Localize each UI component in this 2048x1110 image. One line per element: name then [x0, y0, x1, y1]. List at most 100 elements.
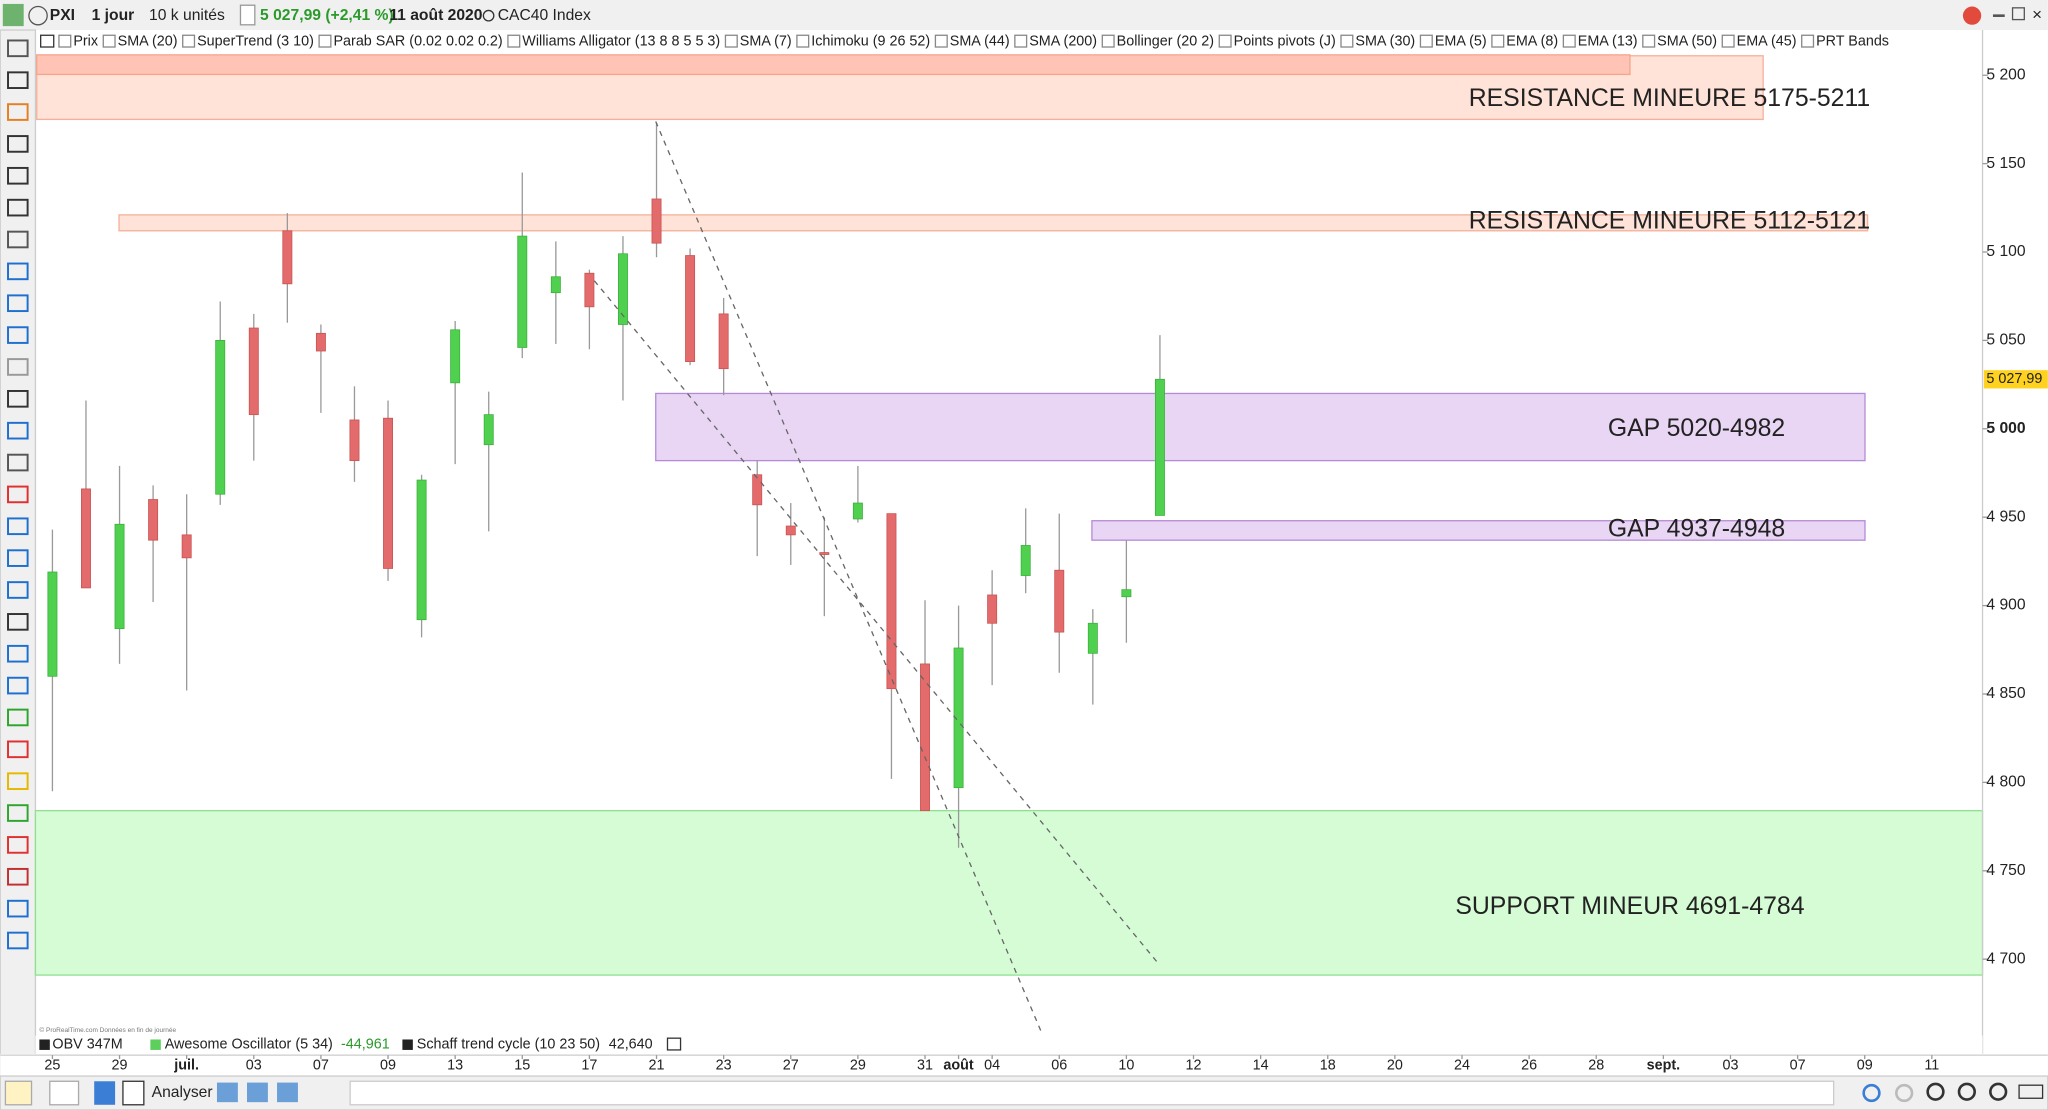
tool-icon[interactable]: [7, 644, 29, 663]
share-button[interactable]: [94, 1081, 116, 1105]
candle-body: [920, 663, 930, 812]
indicator-checkbox[interactable]: [1340, 34, 1354, 48]
indicator-label[interactable]: Prix: [73, 34, 99, 50]
tool-icon[interactable]: [7, 676, 29, 695]
symbol[interactable]: PXI: [50, 7, 75, 24]
indicator-label[interactable]: EMA (8): [1506, 34, 1558, 50]
tool-icon[interactable]: [7, 71, 29, 89]
tool-icon[interactable]: [7, 390, 29, 408]
indicator-label[interactable]: PRT Bands: [1816, 34, 1889, 50]
indicator-checkbox[interactable]: [182, 34, 196, 48]
tool-icon[interactable]: [7, 899, 29, 918]
indicator-label[interactable]: SuperTrend (3 10): [197, 34, 314, 50]
link-icon[interactable]: [28, 5, 48, 26]
panel-icon[interactable]: [666, 1037, 682, 1051]
tool-icon[interactable]: [7, 517, 29, 536]
units[interactable]: 10 k unités: [149, 7, 225, 24]
indicator-checkbox[interactable]: [318, 34, 332, 48]
tool-icon[interactable]: [7, 485, 29, 504]
indicator-label[interactable]: SMA (7): [740, 34, 792, 50]
indicator-button[interactable]: [49, 1080, 80, 1106]
tool-icon[interactable]: [7, 166, 29, 185]
indicator-checkbox[interactable]: [102, 34, 116, 48]
indicator-checkbox[interactable]: [1801, 34, 1815, 48]
tool-button[interactable]: [247, 1082, 268, 1103]
indicator-label[interactable]: Bollinger (20 2): [1117, 34, 1214, 50]
tool-icon[interactable]: [7, 294, 29, 313]
indicator-checkbox[interactable]: [1218, 34, 1232, 48]
indicator-label[interactable]: Parab SAR (0.02 0.02 0.2): [333, 34, 502, 50]
indicator-checkbox[interactable]: [1014, 34, 1028, 48]
tool-icon[interactable]: [7, 103, 29, 121]
tool-button[interactable]: [216, 1082, 238, 1103]
tool-icon[interactable]: [7, 613, 29, 631]
tool-icon[interactable]: [7, 772, 29, 790]
period[interactable]: 1 jour: [92, 7, 135, 24]
tool-icon[interactable]: [7, 326, 29, 344]
tool-icon[interactable]: [7, 198, 29, 217]
tool-icon[interactable]: [7, 804, 29, 822]
analyse-button[interactable]: Analyser: [152, 1084, 213, 1101]
indicator-label[interactable]: SMA (50): [1657, 34, 1717, 50]
tool-icon[interactable]: [7, 421, 29, 440]
indicator-label[interactable]: SMA (44): [950, 34, 1010, 50]
indicator-checkbox[interactable]: [1491, 34, 1505, 48]
zoom-fit[interactable]: [1926, 1082, 1945, 1101]
indicator-checkbox[interactable]: [58, 34, 72, 48]
minimize[interactable]: [1992, 14, 2005, 17]
indicator-checkbox[interactable]: [507, 34, 521, 48]
indicator-label[interactable]: SMA (200): [1029, 34, 1097, 50]
restore[interactable]: [2011, 7, 2025, 21]
draw-button[interactable]: [4, 1080, 33, 1106]
indicator-checkbox[interactable]: [1419, 34, 1433, 48]
indicator-label[interactable]: SMA (20): [118, 34, 178, 50]
tool-button[interactable]: [277, 1082, 298, 1103]
close-window[interactable]: ×: [2032, 5, 2042, 24]
info-icon[interactable]: [239, 4, 256, 26]
tool-icon[interactable]: [7, 836, 29, 854]
tool-icon[interactable]: [7, 39, 29, 58]
tool-icon[interactable]: [7, 453, 29, 472]
indicator-checkbox[interactable]: [1562, 34, 1576, 48]
tool-icon[interactable]: [7, 581, 29, 599]
x-tick-label: 03: [1722, 1057, 1738, 1073]
undo[interactable]: [1862, 1083, 1881, 1103]
stc-swatch: [402, 1039, 413, 1050]
candle-body: [584, 272, 595, 308]
tool-icon[interactable]: [7, 230, 29, 249]
indicator-checkbox[interactable]: [1642, 34, 1656, 48]
ao[interactable]: Awesome Oscillator (5 34): [165, 1037, 333, 1053]
chart-icon[interactable]: [2, 3, 24, 27]
settings-icon[interactable]: [40, 34, 55, 48]
indicator-label[interactable]: Points pivots (J): [1234, 34, 1336, 50]
stc[interactable]: Schaff trend cycle (10 23 50): [417, 1037, 600, 1053]
redo[interactable]: [1895, 1083, 1914, 1103]
keyboard[interactable]: [2018, 1084, 2044, 1099]
indicator-checkbox[interactable]: [724, 34, 738, 48]
obv[interactable]: OBV 347M: [52, 1037, 122, 1053]
tool-icon[interactable]: [7, 135, 29, 153]
indicator-label[interactable]: EMA (13): [1578, 34, 1638, 50]
indicator-label[interactable]: SMA (30): [1355, 34, 1415, 50]
indicator-checkbox[interactable]: [1101, 34, 1115, 48]
scrollbar[interactable]: [349, 1080, 1835, 1106]
indicator-label[interactable]: EMA (45): [1737, 34, 1797, 50]
tool-icon[interactable]: [7, 931, 29, 950]
tool-icon[interactable]: [7, 358, 29, 376]
candle-body: [752, 474, 763, 506]
zoom-in[interactable]: [1989, 1082, 2008, 1101]
tool-icon[interactable]: [7, 708, 29, 727]
indicator-checkbox[interactable]: [934, 34, 948, 48]
refresh-icon[interactable]: [1962, 6, 1982, 25]
indicator-label[interactable]: Ichimoku (9 26 52): [811, 34, 930, 50]
indicator-label[interactable]: EMA (5): [1435, 34, 1487, 50]
layout-button[interactable]: [122, 1080, 145, 1106]
tool-icon[interactable]: [7, 262, 29, 281]
indicator-checkbox[interactable]: [1721, 34, 1735, 48]
tool-icon[interactable]: [7, 549, 29, 567]
indicator-label[interactable]: Williams Alligator (13 8 8 5 5 3): [522, 34, 720, 50]
indicator-checkbox[interactable]: [796, 34, 810, 48]
zoom-out[interactable]: [1957, 1082, 1976, 1101]
tool-icon[interactable]: [7, 867, 29, 886]
tool-icon[interactable]: [7, 740, 29, 759]
